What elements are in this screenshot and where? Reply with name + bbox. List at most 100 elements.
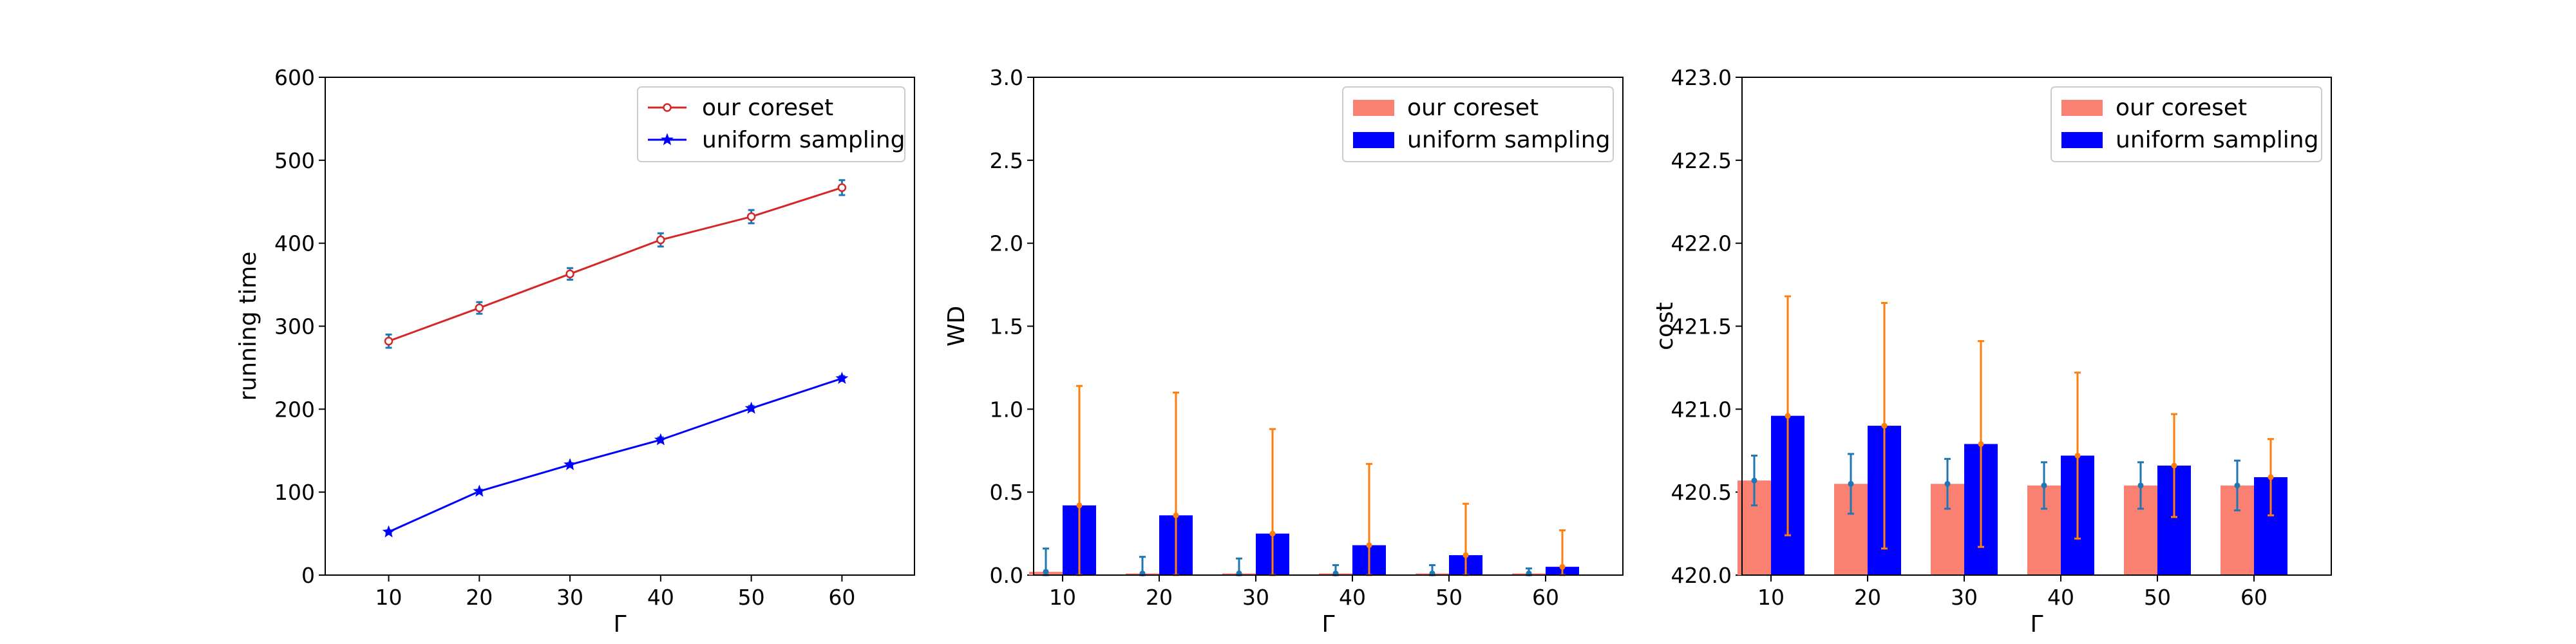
legend-label: our coreset bbox=[1407, 95, 1539, 121]
series-our-coreset bbox=[1738, 480, 2254, 575]
legend-label: uniform sampling bbox=[2116, 127, 2318, 153]
data-point bbox=[564, 458, 576, 471]
x-tick-label: 10 bbox=[1049, 585, 1076, 610]
legend-swatch bbox=[2061, 132, 2103, 148]
x-tick-label: 40 bbox=[2047, 585, 2074, 610]
legend-box bbox=[637, 86, 905, 162]
x-tick-label: 20 bbox=[1854, 585, 1881, 610]
legend-label: our coreset bbox=[702, 95, 833, 121]
plot-frame bbox=[1033, 77, 1624, 576]
data-point bbox=[835, 372, 849, 384]
x-tick-label: 30 bbox=[1242, 585, 1269, 610]
error-bar-center bbox=[1463, 552, 1469, 558]
x-tick-label: 30 bbox=[1951, 585, 1978, 610]
legend-item-uniform-sampling: uniform sampling bbox=[2061, 127, 2318, 153]
error-bar-center bbox=[1269, 531, 1276, 537]
legend: our coreset uniform sampling bbox=[637, 86, 905, 162]
data-point bbox=[382, 525, 395, 538]
series-uniform-sampling bbox=[382, 372, 849, 538]
legend-marker bbox=[661, 133, 674, 146]
data-point bbox=[837, 183, 847, 193]
y-tick-label: 1.5 bbox=[990, 314, 1023, 339]
y-tick-label: 420.0 bbox=[1671, 563, 1732, 588]
data-point bbox=[746, 212, 756, 222]
x-tick-label: 20 bbox=[466, 585, 493, 610]
series-line bbox=[388, 377, 842, 533]
error-bar-center bbox=[1076, 502, 1083, 509]
plot-frame bbox=[1741, 77, 2332, 576]
data-point bbox=[473, 484, 486, 497]
legend-label: uniform sampling bbox=[702, 127, 905, 153]
y-tick-label: 3.0 bbox=[990, 65, 1023, 90]
x-tick-label: 10 bbox=[1757, 585, 1785, 610]
data-point bbox=[654, 433, 667, 446]
y-tick-label: 422.5 bbox=[1671, 148, 1732, 173]
legend-item-our-coreset: our coreset bbox=[1353, 95, 1539, 121]
plot-frame bbox=[325, 77, 915, 576]
x-axis-label: Γ bbox=[613, 611, 626, 638]
cost-panel: 420.0 420.5 421.0 421.5 422.0 422.5 423.0 10 20 3… bbox=[1652, 65, 2332, 638]
legend-swatch bbox=[2061, 100, 2103, 116]
series-our-coreset bbox=[384, 179, 847, 349]
legend-label: our coreset bbox=[2116, 95, 2247, 121]
error-bar-center bbox=[1043, 569, 1049, 575]
y-tick-label: 422.0 bbox=[1671, 231, 1732, 256]
legend-box bbox=[2050, 86, 2322, 162]
x-axis-label: Γ bbox=[1321, 611, 1334, 638]
y-tick-label: 421.0 bbox=[1671, 397, 1732, 422]
legend-swatch bbox=[1353, 132, 1394, 148]
x-tick-label: 60 bbox=[1532, 585, 1559, 610]
y-tick-label: 0.5 bbox=[990, 480, 1023, 505]
error-bar-center bbox=[2137, 482, 2144, 489]
error-bar-center bbox=[2171, 462, 2177, 469]
legend: our coreset uniform sampling bbox=[2050, 86, 2322, 162]
x-tick-label: 60 bbox=[828, 585, 855, 610]
y-tick-label: 400 bbox=[274, 231, 315, 256]
x-tick-label: 60 bbox=[2240, 585, 2268, 610]
y-tick-label: 420.5 bbox=[1671, 480, 1732, 505]
y-tick-label: 500 bbox=[274, 148, 315, 173]
legend-marker bbox=[663, 103, 672, 112]
wd-panel: 0.0 0.5 1.0 1.5 2.0 2.5 3.0 10 20 30 40 50 60 Γ WD our … bbox=[943, 65, 1624, 638]
data-point bbox=[384, 336, 393, 346]
x-tick-label: 50 bbox=[738, 585, 765, 610]
error-bar-center bbox=[2234, 482, 2240, 489]
y-tick-label: 0.0 bbox=[990, 563, 1023, 588]
error-bar-center bbox=[1173, 512, 1179, 518]
x-tick-label: 10 bbox=[375, 585, 402, 610]
error-bar-center bbox=[1881, 422, 1888, 429]
y-tick-label: 200 bbox=[274, 397, 315, 422]
error-bar-center bbox=[1848, 480, 1854, 487]
y-axis-label: WD bbox=[943, 306, 970, 346]
y-tick-label: 0 bbox=[301, 563, 315, 588]
data-point bbox=[656, 235, 665, 245]
x-tick-label: 20 bbox=[1146, 585, 1173, 610]
y-tick-label: 100 bbox=[274, 480, 315, 505]
legend-label: uniform sampling bbox=[1407, 127, 1610, 153]
error-bar-center bbox=[1944, 480, 1951, 487]
legend-item-our-coreset: our coreset bbox=[648, 95, 833, 121]
x-tick-label: 50 bbox=[1435, 585, 1463, 610]
error-bar-center bbox=[2268, 474, 2274, 480]
y-tick-label: 1.0 bbox=[990, 397, 1023, 422]
error-bar-center bbox=[2041, 482, 2047, 489]
y-tick-label: 2.5 bbox=[990, 148, 1023, 173]
legend-box bbox=[1342, 86, 1614, 162]
legend-item-our-coreset: our coreset bbox=[2061, 95, 2247, 121]
running-time-panel: 0 100 200 300 400 500 600 10 20 30 40 50 60 Γrunning … bbox=[235, 65, 915, 638]
error-bars-uniform-sampling bbox=[1076, 384, 1566, 576]
y-tick-label: 600 bbox=[274, 65, 315, 90]
y-tick-label: 423.0 bbox=[1671, 65, 1732, 90]
y-axis-label: running time bbox=[235, 252, 261, 401]
series-line bbox=[388, 186, 842, 343]
y-tick-label: 300 bbox=[274, 314, 315, 339]
x-axis-label: Γ bbox=[2030, 611, 2043, 638]
error-bar-center bbox=[2074, 452, 2081, 459]
legend: our coreset uniform sampling bbox=[1342, 86, 1614, 162]
error-bars-our-coreset bbox=[1751, 453, 2240, 515]
x-tick-label: 40 bbox=[647, 585, 674, 610]
error-bar-center bbox=[1751, 477, 1757, 484]
error-bar-center bbox=[1785, 413, 1791, 419]
data-point bbox=[475, 303, 484, 312]
